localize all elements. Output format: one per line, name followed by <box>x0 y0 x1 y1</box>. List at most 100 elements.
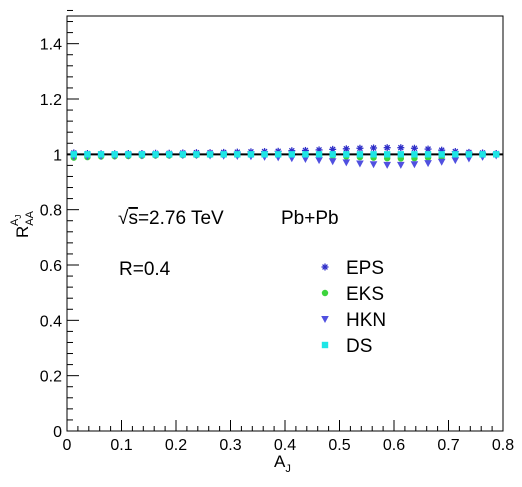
point-ds <box>411 151 418 158</box>
point-ds <box>438 151 445 158</box>
point-hkn <box>437 158 446 166</box>
legend-marker-eks <box>321 289 329 297</box>
point-hkn <box>410 161 419 169</box>
legend-marker-ds <box>321 341 329 349</box>
energy-annotation: √s=2.76 TeV <box>118 208 224 229</box>
point-ds <box>247 151 255 158</box>
point-ds <box>111 151 118 158</box>
legend: EPS EKS HKN DS <box>321 258 386 357</box>
point-ds <box>84 151 91 158</box>
point-hkn <box>328 158 337 166</box>
x-tick-label: 0.3 <box>219 437 241 454</box>
point-ds <box>452 151 459 158</box>
axis-labels: AJ RAA AJ <box>9 210 291 475</box>
x-tick-label: 0.8 <box>492 437 514 454</box>
point-hkn <box>424 160 432 168</box>
annotations: √s=2.76 TeV Pb+Pb R=0.4 <box>118 208 339 280</box>
y-axis-label-sub: AA <box>24 210 36 225</box>
energy-value: =2.76 TeV <box>138 208 224 229</box>
point-ds <box>288 151 296 158</box>
y-tick-label: 0.6 <box>40 258 62 275</box>
point-hkn <box>383 161 391 169</box>
point-ds <box>234 151 241 158</box>
point-eps <box>356 144 364 152</box>
x-axis-label-sub: J <box>285 463 291 475</box>
point-ds <box>220 151 227 158</box>
point-hkn <box>356 160 364 168</box>
y-tick-label: 1.2 <box>40 92 62 109</box>
point-ds <box>383 151 391 158</box>
point-eps <box>342 145 350 153</box>
y-axis-label-sup-sub: J <box>14 215 23 219</box>
point-ds <box>138 151 146 158</box>
point-ds <box>206 151 214 158</box>
point-ds <box>70 151 78 158</box>
point-ds <box>329 151 336 158</box>
point-ds <box>125 151 132 158</box>
series-eks <box>70 151 500 162</box>
x-tick-label: 0.7 <box>437 437 459 454</box>
y-tick-label: 1 <box>53 147 62 164</box>
energy-s: s <box>128 208 138 229</box>
point-hkn <box>397 161 405 169</box>
point-ds <box>424 151 432 158</box>
point-hkn <box>451 157 460 165</box>
point-hkn <box>342 159 351 167</box>
y-tick-label: 0 <box>53 424 62 441</box>
point-eps <box>397 144 405 152</box>
point-ds <box>343 151 350 158</box>
radius-annotation: R=0.4 <box>119 259 171 280</box>
y-tick-label: 1.4 <box>40 37 62 54</box>
point-hkn <box>315 157 323 165</box>
x-tick-label: 0.6 <box>383 437 405 454</box>
point-ds <box>302 151 309 158</box>
point-eps <box>424 145 432 153</box>
y-axis-label-main: R <box>13 226 32 238</box>
y-tick-label: 0.2 <box>40 369 62 386</box>
point-hkn <box>301 156 310 164</box>
legend-label-ds: DS <box>346 336 372 357</box>
legend-marker-hkn <box>321 316 329 323</box>
x-tick-label: 0.4 <box>274 437 296 454</box>
y-axis-label: RAA AJ <box>9 210 36 238</box>
point-eps <box>410 144 418 152</box>
point-hkn <box>369 161 378 169</box>
point-ds <box>315 151 323 158</box>
ticks: 0 0.1 0.2 0.3 0.4 0.5 0.6 0.7 0.8 0 0.2 0.4 0.6 0.8 1 1… <box>40 9 514 454</box>
legend-marker-eps <box>321 263 329 271</box>
y-axis-label-sup: AJ <box>9 215 23 226</box>
sqrt-symbol: √ <box>118 208 129 229</box>
x-tick-label: 0.2 <box>165 437 187 454</box>
y-tick-label: 0.4 <box>40 313 62 330</box>
point-ds <box>193 151 200 158</box>
point-ds <box>274 151 282 158</box>
x-tick-label: 0 <box>63 437 72 454</box>
series-ds <box>70 151 500 158</box>
y-axis-label-text: RAA <box>13 210 36 238</box>
point-ds <box>397 151 405 158</box>
y-tick-label: 0.8 <box>40 203 62 220</box>
point-ds <box>479 151 486 158</box>
legend-label-hkn: HKN <box>346 310 386 331</box>
point-ds <box>465 151 473 158</box>
point-ds <box>165 151 173 158</box>
point-ds <box>356 151 364 158</box>
point-eps <box>383 144 391 152</box>
data-points <box>70 144 500 169</box>
x-axis-label: AJ <box>274 452 291 475</box>
point-ds <box>97 151 105 158</box>
point-ds <box>370 151 377 158</box>
legend-label-eks: EKS <box>346 284 384 305</box>
system-annotation: Pb+Pb <box>281 208 339 229</box>
x-tick-label: 0.5 <box>328 437 350 454</box>
point-ds <box>179 151 187 158</box>
point-ds <box>152 151 159 158</box>
point-ds <box>492 151 500 158</box>
legend-label-eps: EPS <box>346 258 384 279</box>
x-tick-label: 0.1 <box>110 437 132 454</box>
point-eps <box>370 144 378 152</box>
point-ds <box>261 151 268 158</box>
y-axis-label-sup-main: A <box>9 218 21 226</box>
x-axis-label-main: A <box>274 452 286 471</box>
